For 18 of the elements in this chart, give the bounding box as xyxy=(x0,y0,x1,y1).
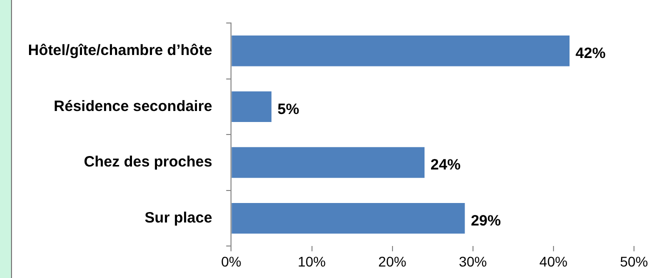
y-tick-label: Chez des proches xyxy=(84,154,212,171)
bar xyxy=(232,147,425,178)
data-label: 5% xyxy=(277,100,300,118)
data-label: 42% xyxy=(576,45,606,62)
y-tick-label: Résidence secondaire xyxy=(54,98,212,115)
bar xyxy=(232,36,570,66)
x-tick-label: 10% xyxy=(298,253,326,270)
x-tick-label: 0% xyxy=(221,253,242,270)
x-tick-label: 40% xyxy=(539,253,568,270)
x-tick-label: 50% xyxy=(620,253,648,270)
x-tick-label: 20% xyxy=(378,253,406,270)
y-tick-label: Hôtel/gîte/chambre d’hôte xyxy=(28,42,212,60)
data-label: 29% xyxy=(470,212,501,230)
y-tick-label: Sur place xyxy=(144,209,212,226)
data-label: 24% xyxy=(430,156,461,174)
bar xyxy=(232,91,272,122)
bar xyxy=(232,202,465,234)
x-tick-label: 30% xyxy=(458,253,487,270)
